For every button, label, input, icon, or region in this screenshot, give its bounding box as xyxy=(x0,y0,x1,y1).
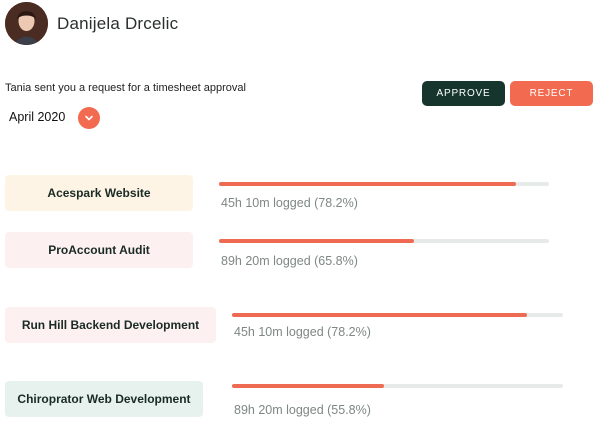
user-name: Danijela Drcelic xyxy=(57,14,179,33)
approve-button[interactable]: APPROVE xyxy=(422,81,505,106)
project-chip-run-hill-backend[interactable]: Run Hill Backend Development xyxy=(5,307,216,343)
month-label: April 2020 xyxy=(9,110,66,124)
project-chip-acespark-website[interactable]: Acespark Website xyxy=(5,175,193,211)
logged-time-text: 89h 20m logged (55.8%) xyxy=(234,403,371,417)
project-chip-chiroprator-web[interactable]: Chiroprator Web Development xyxy=(5,381,203,417)
avatar xyxy=(5,2,48,45)
chevron-down-icon xyxy=(85,115,93,121)
project-chip-proaccount-audit[interactable]: ProAccount Audit xyxy=(5,232,193,268)
logged-time-text: 45h 10m logged (78.2%) xyxy=(234,325,371,339)
logged-time-text: 45h 10m logged (78.2%) xyxy=(221,196,358,210)
progress-track xyxy=(232,384,563,388)
user-photo-icon xyxy=(5,2,48,45)
reject-button[interactable]: REJECT xyxy=(510,81,593,106)
progress-fill xyxy=(232,313,527,317)
progress-track xyxy=(219,239,549,243)
progress-fill xyxy=(219,182,516,186)
progress-fill xyxy=(232,384,385,388)
request-message: Tania sent you a request for a timesheet… xyxy=(5,82,246,94)
month-dropdown-button[interactable] xyxy=(78,107,100,129)
progress-track xyxy=(219,182,549,186)
logged-time-text: 89h 20m logged (65.8%) xyxy=(221,254,358,268)
progress-track xyxy=(232,313,563,317)
progress-fill xyxy=(219,239,414,243)
